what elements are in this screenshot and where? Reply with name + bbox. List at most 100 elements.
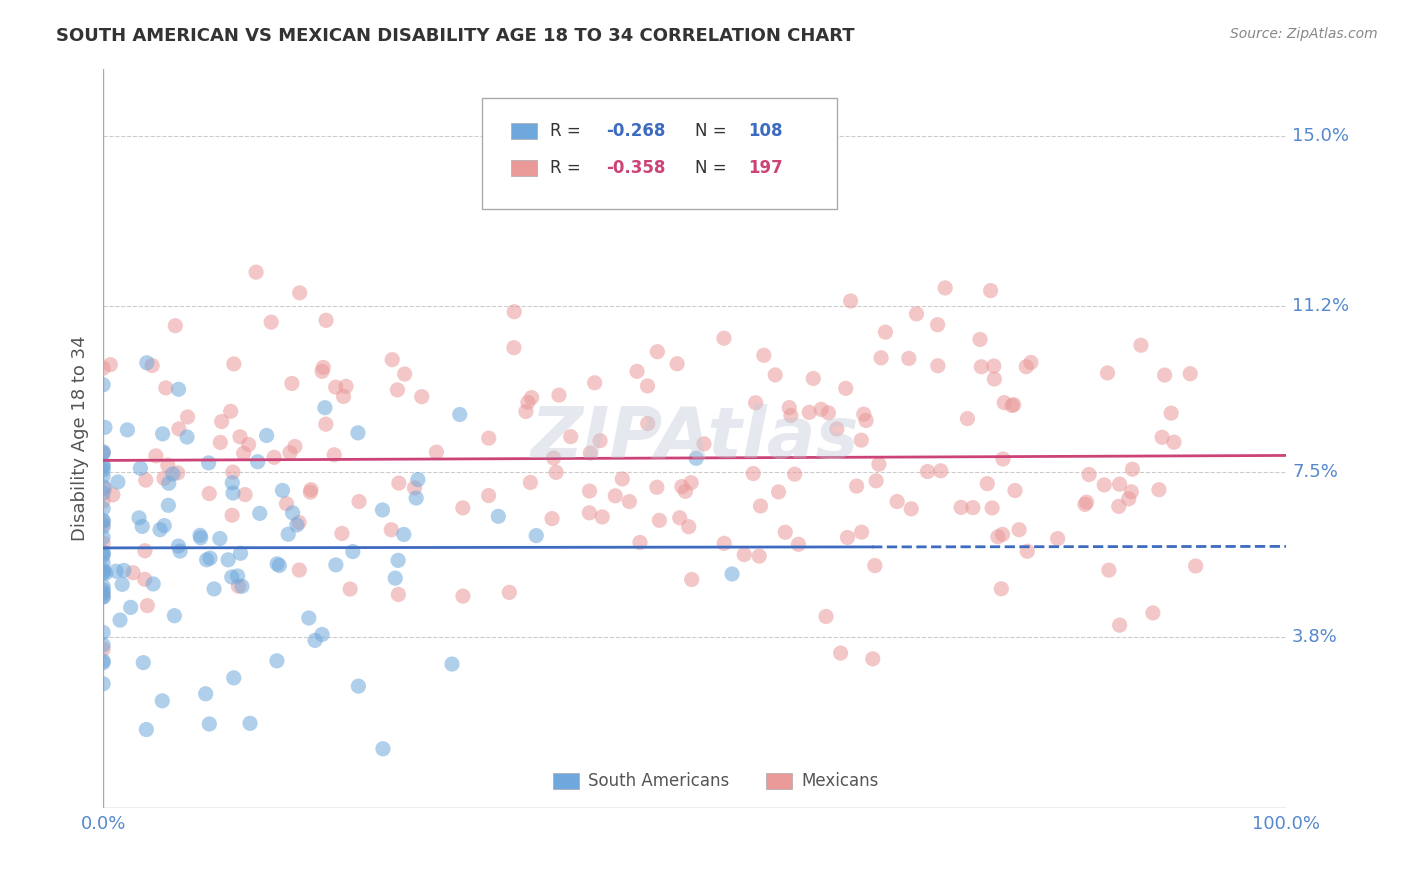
South Americans [91,545,114,559]
Mexicans [673,484,696,499]
South Americans [325,558,347,572]
South Americans [198,717,221,731]
Mexicans [299,485,322,500]
Mexicans [478,431,501,445]
Mexicans [987,530,1010,544]
Mexicans [681,475,703,490]
South Americans [91,579,114,593]
Mexicans [825,422,848,436]
South Americans [91,638,114,652]
Mexicans [851,525,873,540]
South Americans [281,506,304,520]
South Americans [162,467,184,481]
South Americans [311,627,333,641]
South Americans [217,553,239,567]
South Americans [135,356,157,370]
Y-axis label: Disability Age 18 to 34: Disability Age 18 to 34 [72,335,89,541]
Text: ZIPAtlas: ZIPAtlas [530,403,859,473]
South Americans [195,553,218,567]
South Americans [202,582,225,596]
South Americans [91,656,114,670]
South Americans [91,501,114,516]
Mexicans [347,494,370,508]
South Americans [117,423,139,437]
South Americans [222,671,245,685]
South Americans [269,558,291,573]
Text: R =: R = [550,160,586,178]
Mexicans [425,445,447,459]
Mexicans [91,493,114,508]
Mexicans [1092,478,1115,492]
South Americans [142,577,165,591]
Mexicans [381,352,404,367]
Mexicans [693,437,716,451]
Mexicans [229,430,252,444]
South Americans [157,476,180,491]
South Americans [208,532,231,546]
Mexicans [668,510,690,524]
Mexicans [579,446,602,460]
Mexicans [578,506,600,520]
Mexicans [868,457,890,471]
South Americans [91,677,114,691]
Mexicans [1017,544,1039,558]
Mexicans [219,404,242,418]
Mexicans [232,446,254,460]
Mexicans [1118,491,1140,506]
South Americans [157,498,180,512]
Mexicans [1152,430,1174,444]
Mexicans [387,383,409,397]
Mexicans [1147,483,1170,497]
Text: N =: N = [695,160,731,178]
Mexicans [678,519,700,533]
Mexicans [155,381,177,395]
Text: R =: R = [550,122,586,140]
South Americans [406,473,429,487]
Mexicans [101,488,124,502]
Mexicans [1180,367,1202,381]
South Americans [314,401,336,415]
Mexicans [870,351,893,365]
Mexicans [1108,500,1130,514]
Mexicans [801,371,824,385]
Text: 100.0%: 100.0% [1253,815,1320,833]
South Americans [91,469,114,483]
South Americans [111,577,134,591]
South Americans [231,579,253,593]
South Americans [384,571,406,585]
Mexicans [339,582,361,596]
Mexicans [1163,435,1185,450]
South Americans [524,528,547,542]
South Americans [91,557,114,571]
FancyBboxPatch shape [512,123,537,139]
South Americans [197,456,219,470]
Mexicans [516,395,538,409]
South Americans [176,430,198,444]
Mexicans [1015,359,1038,374]
Mexicans [221,508,243,523]
Mexicans [962,500,984,515]
Mexicans [515,404,537,418]
South Americans [91,654,114,668]
South Americans [271,483,294,498]
Mexicans [969,333,991,347]
Mexicans [605,489,627,503]
Mexicans [503,341,526,355]
Mexicans [145,449,167,463]
South Americans [266,654,288,668]
Mexicans [284,440,307,454]
Mexicans [1108,477,1130,491]
South Americans [91,566,114,580]
Mexicans [773,525,796,540]
Mexicans [845,479,868,493]
South Americans [342,544,364,558]
Mexicans [478,489,501,503]
Mexicans [167,422,190,436]
Mexicans [637,379,659,393]
Mexicans [288,285,311,300]
Mexicans [156,458,179,472]
Mexicans [411,390,433,404]
Mexicans [956,411,979,425]
Mexicans [325,380,347,394]
Mexicans [839,293,862,308]
